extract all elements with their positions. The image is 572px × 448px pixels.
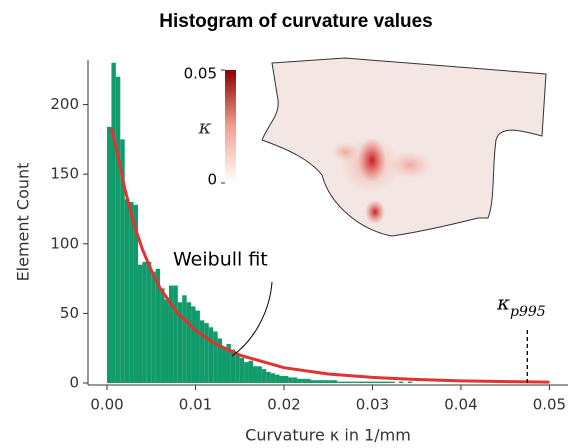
bar [337, 382, 341, 383]
leader-line [232, 282, 272, 356]
x-tick-label: 0.01 [179, 396, 212, 414]
chart: Histogram of curvature values Curvature … [0, 0, 572, 448]
x-axis-label: Curvature κ in 1/mm [245, 426, 411, 445]
bar [213, 331, 217, 383]
y-tick-label: 50 [60, 304, 79, 322]
colorbar-tick-label: 0 [207, 171, 217, 189]
bar [288, 377, 292, 383]
bar [390, 382, 394, 383]
bar [187, 302, 191, 383]
bar [311, 380, 315, 383]
bar [372, 382, 376, 383]
fit-label: Weibull fit [173, 249, 268, 271]
bar [302, 379, 306, 383]
bar [240, 358, 244, 383]
bar [324, 380, 328, 383]
x-tick-label: 0.02 [267, 396, 300, 414]
bar [257, 366, 261, 383]
bar [346, 382, 350, 383]
bar [275, 375, 279, 383]
y-axis-label: Element Count [14, 163, 33, 282]
bar [116, 77, 120, 383]
bar [222, 348, 226, 383]
bar [191, 306, 195, 383]
bar [111, 63, 115, 383]
bar [125, 199, 129, 383]
bar [364, 382, 368, 383]
bar [315, 380, 319, 383]
bar [271, 373, 275, 383]
bar [386, 382, 390, 383]
bar [209, 327, 213, 383]
bar [399, 382, 403, 383]
y-tick-label: 150 [50, 165, 79, 183]
bar [235, 355, 239, 383]
bar [359, 382, 363, 383]
bar [280, 376, 284, 383]
annotation-subscript: p995 [510, 304, 546, 320]
bar [408, 382, 412, 383]
y-tick-label: 200 [50, 95, 79, 113]
bar [253, 366, 257, 383]
bar [196, 311, 200, 383]
bar [293, 377, 297, 383]
colorbar-label: κ [197, 115, 211, 139]
bar [328, 380, 332, 383]
bar [306, 379, 310, 383]
bar [244, 362, 248, 383]
chart-title: Histogram of curvature values [159, 11, 432, 32]
bar [341, 382, 345, 383]
bar [151, 272, 155, 383]
y-tick-label: 0 [69, 374, 79, 392]
bar [381, 382, 385, 383]
bar [319, 380, 323, 383]
bar [165, 299, 169, 383]
bar [333, 380, 337, 383]
y-tick-label: 100 [50, 234, 79, 252]
colorbar [225, 70, 236, 183]
bar [142, 262, 146, 383]
bar [200, 320, 204, 383]
bar [160, 288, 164, 383]
bar [355, 382, 359, 383]
bar [266, 372, 270, 383]
bar [147, 262, 151, 383]
bar [182, 295, 186, 383]
x-tick-label: 0.00 [90, 396, 123, 414]
bar [138, 265, 142, 383]
x-tick-label: 0.03 [356, 396, 389, 414]
mesh-image [262, 58, 546, 236]
bar [377, 382, 381, 383]
bar [173, 286, 177, 383]
bar [297, 379, 301, 383]
bar [284, 376, 288, 383]
x-tick-label: 0.04 [444, 396, 477, 414]
bar [249, 361, 253, 383]
bar [129, 202, 133, 383]
bar [262, 369, 266, 383]
annotation-symbol: κ [496, 291, 510, 315]
bar [350, 382, 354, 383]
bar [204, 323, 208, 383]
bar [368, 382, 372, 383]
x-tick-label: 0.05 [533, 396, 566, 414]
colorbar-tick-label: 0.05 [184, 65, 217, 83]
bar [107, 127, 111, 383]
